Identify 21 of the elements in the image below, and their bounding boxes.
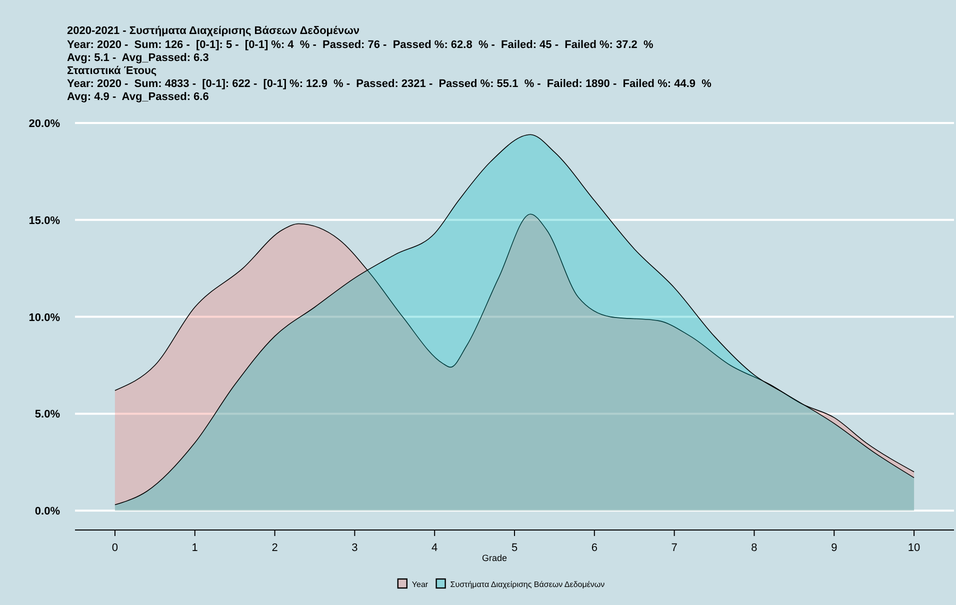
legend-label: Συστήματα Διαχείρισης Βάσεων Δεδομένων <box>450 580 605 589</box>
y-tick-label: 15.0% <box>28 214 60 227</box>
y-tick-label: 10.0% <box>28 312 60 324</box>
x-tick-label: 4 <box>432 542 438 554</box>
y-tick-label: 20.0% <box>28 118 60 130</box>
x-tick-label: 10 <box>908 542 920 554</box>
x-tick-label: 0 <box>112 542 118 554</box>
x-tick-label: 6 <box>591 542 598 554</box>
chart-title: 2020-2021 - Συστήματα Διαχείρισης Βάσεων Δεδομένων <box>67 25 360 37</box>
x-tick-label: 2 <box>272 542 278 554</box>
x-tick-label: 7 <box>671 542 678 554</box>
x-axis-title: Grade <box>482 553 508 563</box>
legend-label: Year <box>412 580 428 589</box>
x-tick-label: 8 <box>751 542 758 554</box>
x-tick-label: 9 <box>831 542 838 554</box>
x-tick-label: 1 <box>192 542 198 554</box>
y-tick-label: 0.0% <box>34 506 60 518</box>
x-tick-label: 5 <box>511 542 518 554</box>
chart-subtitle: Year: 2020 - Sum: 126 - [0-1]: 5 - [0-1] %: 4 % - Passed: 76 - Passed %: 62.8 % - Failed: 45 - Failed %: 37.2 % Avg: 5.1 - Avg_Passed: 6.3 Στατιστικά Έτους Year: 2020 - Sum: 4833 - [0-1]: 622 - [0-1] %: 12.9 % - Passed: 2321 - Passed %: 55.1 % - Failed: 1890 - Failed %: 44.9 % Avg: 4.9 - Avg_Passed: 6.6 <box>67 39 712 103</box>
y-tick-label: 5.0% <box>34 408 60 421</box>
x-tick-label: 3 <box>352 542 358 554</box>
